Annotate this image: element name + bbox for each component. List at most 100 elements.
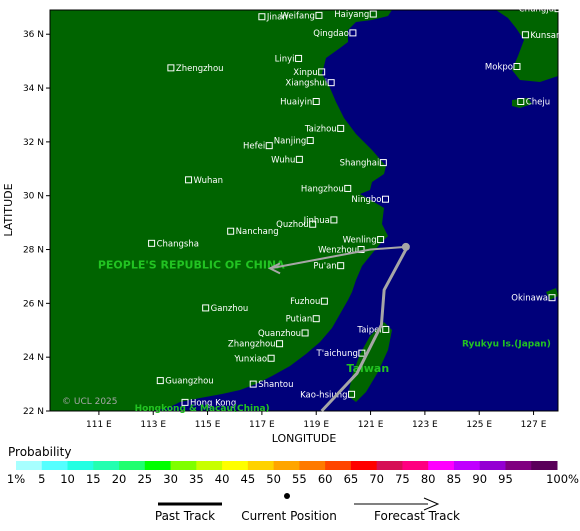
city-square-icon	[349, 29, 357, 37]
lon-tick-label: 113 E	[140, 420, 166, 430]
city-marker: Ningbo	[351, 195, 389, 205]
colorbar-label: 35	[189, 472, 204, 486]
city-label: Xiangshui	[285, 79, 327, 89]
colorbar-swatch	[376, 461, 403, 470]
lon-tick-label: 119 E	[303, 420, 329, 430]
city-square-icon	[312, 98, 320, 106]
colorbar-label: 90	[472, 472, 487, 486]
colorbar-swatch	[350, 461, 378, 470]
city-marker: Quanzhou	[258, 329, 309, 339]
city-square-icon	[312, 315, 320, 323]
x-axis-label: LONGITUDE	[272, 432, 337, 445]
lon-tick-label: 115 E	[195, 420, 221, 430]
city-label: Cheju	[526, 98, 550, 108]
city-label: Wuhan	[194, 176, 223, 186]
colorbar-label: 80	[421, 472, 436, 486]
city-square-icon	[306, 137, 314, 145]
city-marker: Chungju	[519, 5, 562, 15]
city-square-icon	[337, 262, 345, 270]
city-marker: Yunxiao	[233, 354, 275, 364]
city-square-icon	[185, 176, 193, 184]
city-label: Wuhu	[271, 155, 295, 165]
city-marker: Mokpo	[485, 63, 521, 73]
city-square-icon	[318, 68, 326, 76]
city-square-icon	[344, 184, 352, 192]
colorbar-label: 50	[266, 472, 281, 486]
city-square-icon	[358, 349, 366, 357]
city-label: Linyi	[275, 54, 295, 64]
city-square-icon	[148, 239, 156, 247]
city-square-icon	[202, 304, 210, 312]
city-label: Chungju	[519, 5, 554, 15]
colorbar-swatch	[170, 461, 197, 470]
colorbar-swatch	[67, 461, 94, 470]
city-square-icon	[295, 54, 303, 62]
colorbar-swatch	[479, 461, 506, 470]
lon-tick-label: 111 E	[86, 420, 112, 430]
city-marker: Hangzhou	[301, 184, 352, 194]
city-marker: Changsha	[148, 239, 199, 249]
city-square-icon	[554, 5, 562, 13]
city-marker: Xiangshui	[285, 79, 335, 89]
colorbar-swatch	[119, 461, 146, 470]
city-label: Taipei	[356, 325, 381, 335]
city-layer: Jinan Haiyang Weifang Qingdao Chungju Kunsan L…	[148, 5, 562, 408]
city-label: Mokpo	[485, 63, 513, 73]
probability-tick-labels: 1% 5 10 15 20 25 30 35 40 45 50 55 60 65 70 75 80 85 90 95 1…	[7, 472, 579, 486]
colorbar-swatch	[453, 461, 481, 470]
city-square-icon	[309, 220, 317, 228]
lon-tick-label: 123 E	[412, 420, 438, 430]
city-marker: Taizhou	[304, 124, 345, 134]
colorbar-label: 30	[163, 472, 178, 486]
region-label: PEOPLE'S REPUBLIC OF CHINA	[98, 258, 285, 271]
city-square-icon	[276, 340, 284, 348]
colorbar-swatch	[93, 461, 120, 470]
city-marker: Kunsan	[521, 31, 561, 41]
city-marker: Ganzhou	[202, 304, 248, 314]
city-label: Okinawa	[511, 294, 548, 304]
city-square-icon	[301, 329, 309, 337]
city-label: Quzhou	[276, 220, 309, 230]
city-square-icon	[330, 216, 338, 224]
city-label: Yunxiao	[233, 354, 267, 364]
city-square-icon	[357, 246, 365, 254]
city-label: Hefei	[243, 142, 265, 152]
city-label: Shanghai	[340, 159, 380, 169]
colorbar-swatch	[247, 461, 275, 470]
city-label: Jinhua	[303, 216, 330, 226]
past-track-line	[320, 248, 408, 413]
city-marker: Haiyang	[334, 10, 377, 20]
probability-colorbar	[16, 461, 558, 470]
y-axis-label: LATITUDE	[2, 183, 15, 236]
colorbar-label: 100%	[546, 472, 579, 486]
colorbar-label: 85	[447, 472, 462, 486]
city-square-icon	[181, 398, 189, 406]
past-track-key-label: Past Track	[155, 509, 215, 523]
city-marker: Okinawa	[511, 294, 556, 304]
colorbar-label: 20	[112, 472, 127, 486]
city-square-icon	[249, 380, 257, 388]
city-marker: Weifang	[280, 11, 323, 21]
city-marker: Nanchang	[227, 227, 279, 237]
colorbar-label: 45	[241, 472, 256, 486]
city-label: Fuzhou	[290, 297, 320, 307]
city-marker: Qingdao	[313, 29, 357, 39]
colorbar-label: 40	[215, 472, 230, 486]
current-position-key-label: Current Position	[241, 509, 337, 523]
colorbar-label: 70	[369, 472, 384, 486]
colorbar-swatch	[299, 461, 326, 470]
city-label: T'aichung	[316, 349, 358, 359]
city-square-icon	[320, 297, 328, 305]
city-marker: Hefei	[243, 142, 273, 152]
lat-tick-label: 28 N	[23, 246, 44, 256]
copyright-label: © UCL 2025	[62, 397, 118, 407]
city-label: Hong Kong	[190, 398, 236, 408]
city-label: Nanchang	[236, 227, 279, 237]
city-label: Putian	[286, 315, 313, 325]
colorbar-label: 1%	[7, 472, 25, 486]
lon-tick-label: 117 E	[249, 420, 275, 430]
lat-tick-label: 30 N	[23, 192, 44, 202]
colorbar-label: 65	[344, 472, 359, 486]
city-label: Kunsan	[530, 31, 561, 41]
